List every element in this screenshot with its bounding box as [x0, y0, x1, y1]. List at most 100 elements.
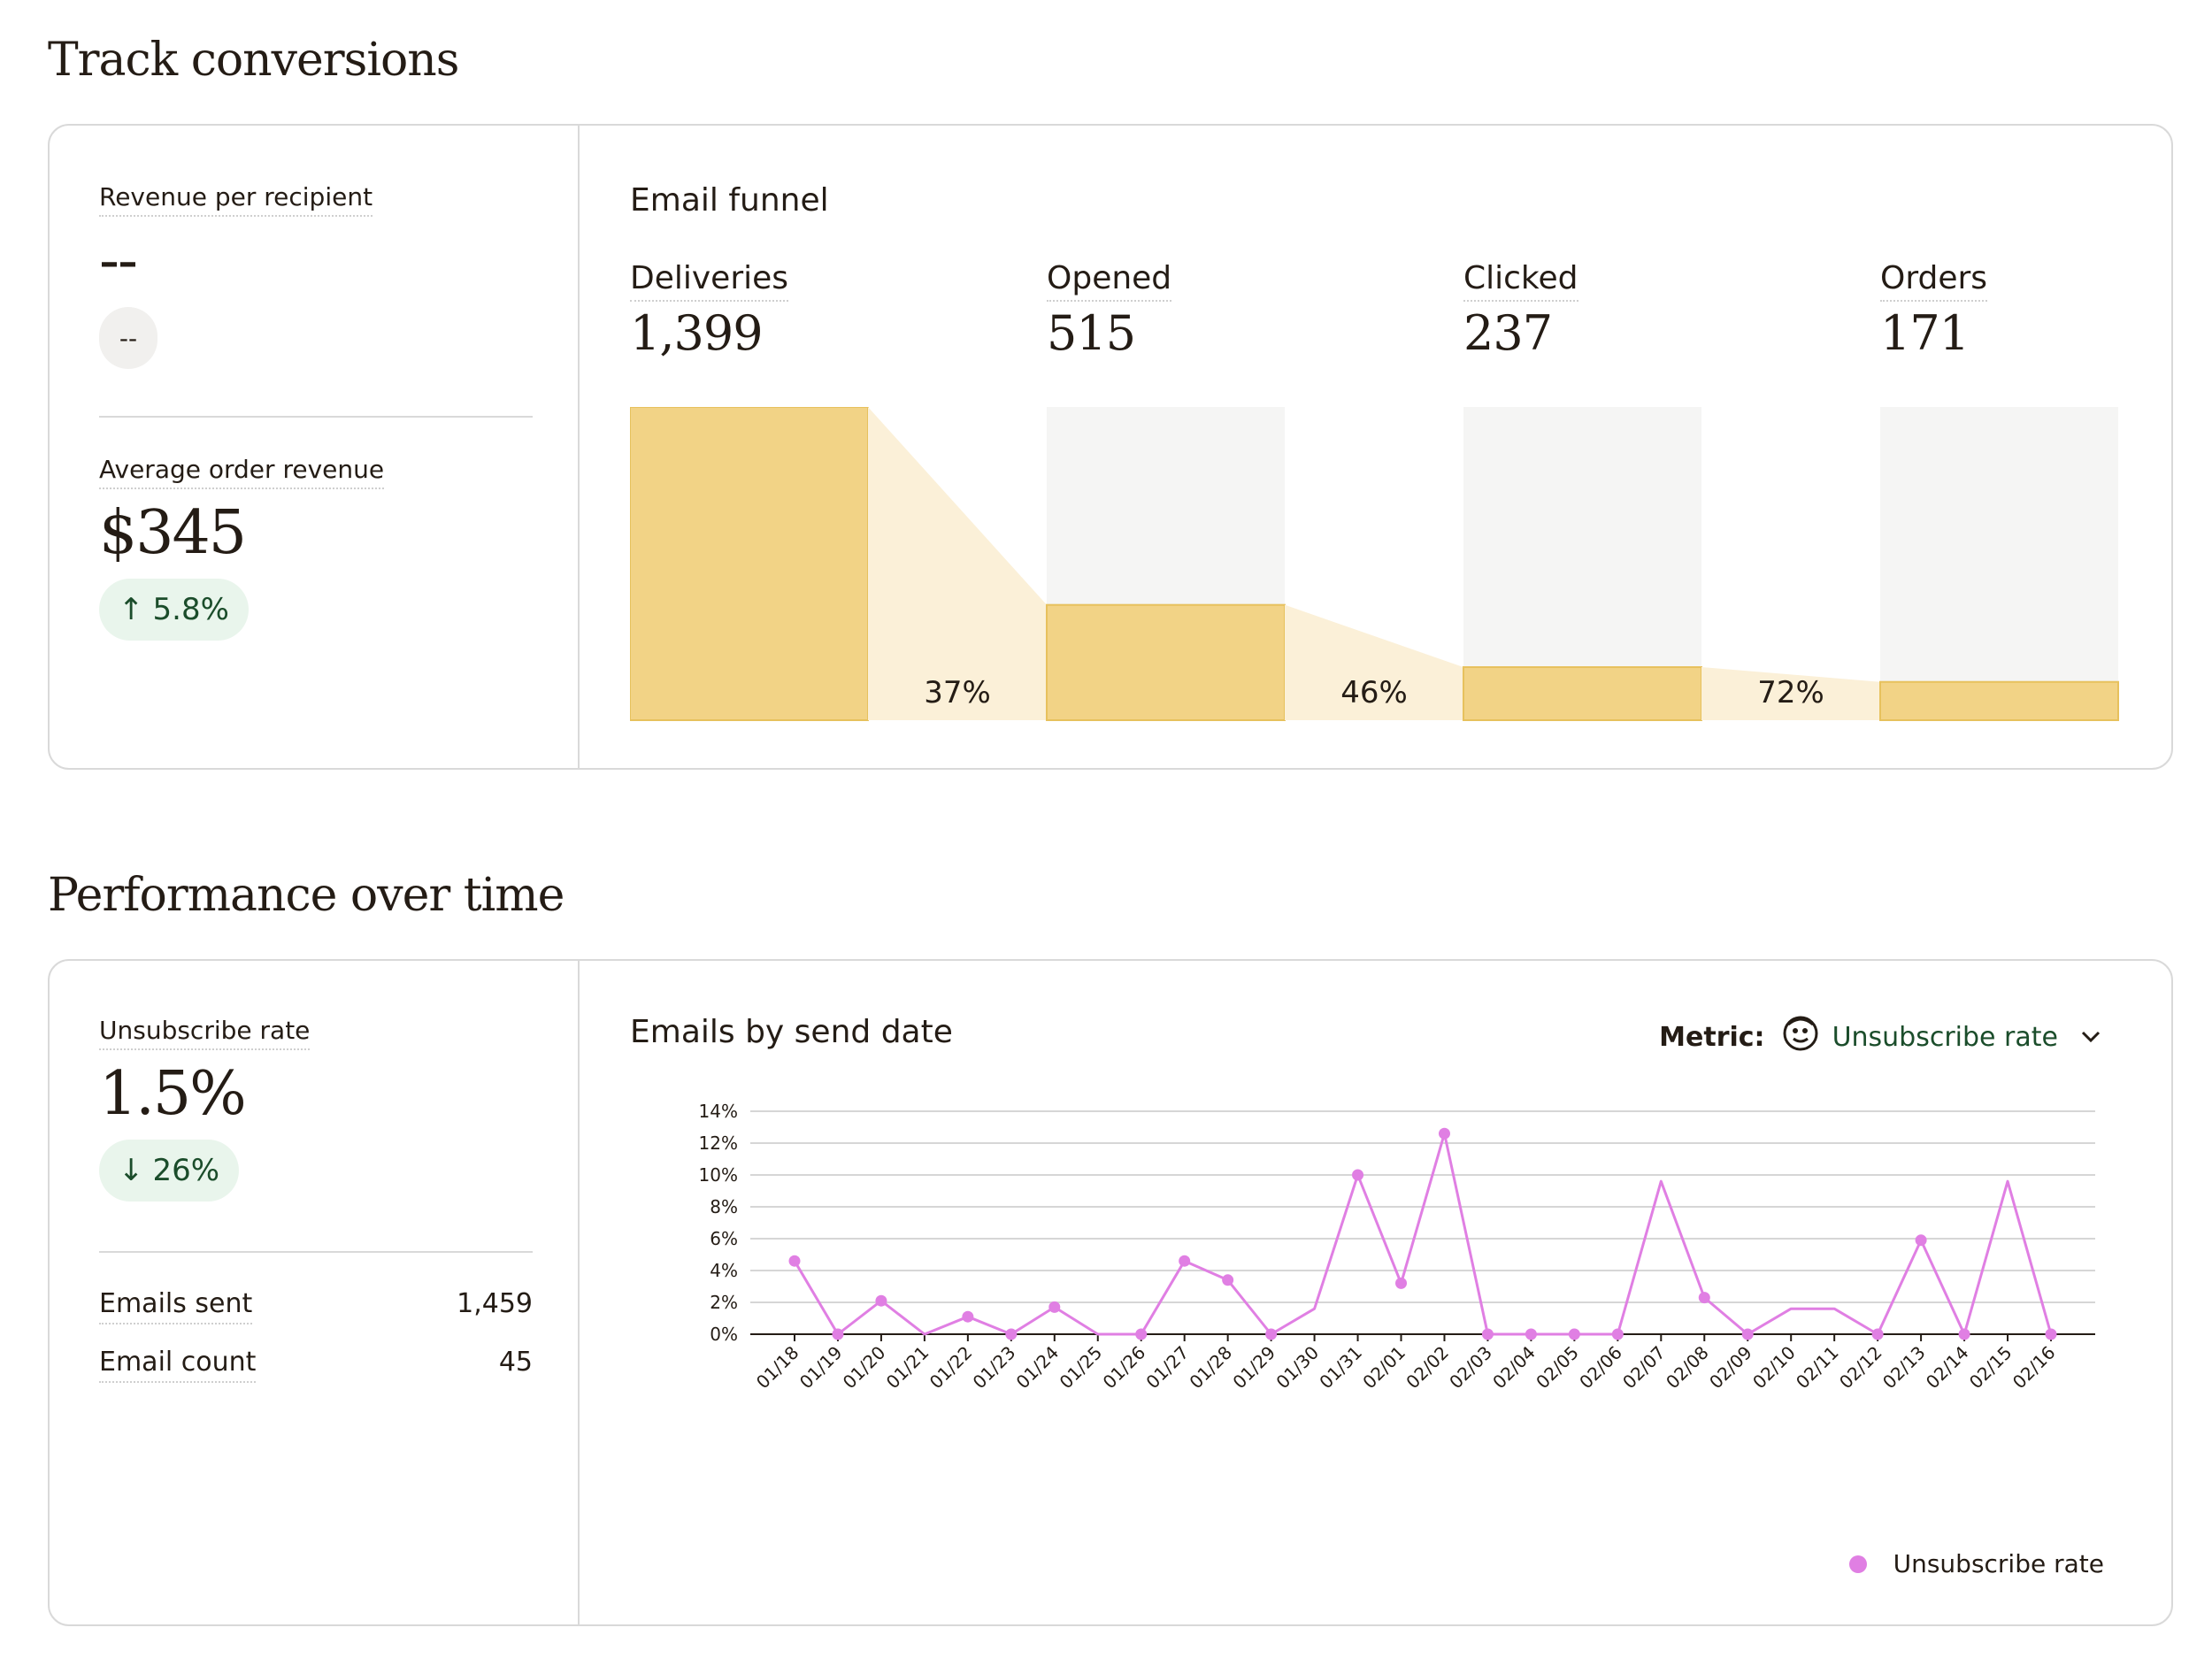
funnel-bar — [1046, 603, 1286, 721]
funnel-stage-value: 237 — [1463, 305, 1553, 361]
y-tick-label: 4% — [710, 1260, 738, 1281]
x-tick-label: 01/30 — [1271, 1342, 1323, 1393]
arrow-up-icon: ↑ — [119, 592, 144, 627]
data-point — [1005, 1328, 1018, 1340]
data-point — [1481, 1328, 1494, 1340]
x-tick-label: 02/05 — [1532, 1342, 1583, 1393]
revenue-per-recipient-change: -- — [99, 307, 157, 369]
x-tick-label: 01/19 — [795, 1342, 847, 1393]
emails-sent-value: 1,459 — [457, 1288, 533, 1319]
email-count-label[interactable]: Email count — [99, 1347, 257, 1383]
unsubscribe-rate-change-badge: ↓ 26% — [99, 1140, 240, 1202]
email-funnel-title: Email funnel — [630, 182, 829, 219]
data-point — [1958, 1328, 1970, 1340]
chevron-down-icon — [2081, 1031, 2101, 1043]
x-tick-label: 02/11 — [1792, 1342, 1843, 1393]
funnel-stage-orders: Orders 171 — [1880, 260, 1988, 361]
x-tick-label: 01/20 — [839, 1342, 890, 1393]
data-point — [1871, 1328, 1884, 1340]
x-tick-label: 02/10 — [1748, 1342, 1800, 1393]
x-tick-label: 02/08 — [1662, 1342, 1713, 1393]
emails-sent-label[interactable]: Emails sent — [99, 1288, 253, 1324]
data-point — [1438, 1127, 1450, 1140]
email-funnel-chart: 37% 46% 72% — [630, 407, 2119, 722]
x-tick-label: 02/12 — [1835, 1342, 1886, 1393]
data-point — [788, 1255, 801, 1267]
funnel-bar — [1879, 680, 2119, 722]
data-point — [1741, 1328, 1754, 1340]
funnel-stage-deliveries: Deliveries 1,399 — [630, 260, 789, 361]
x-tick-label: 02/02 — [1402, 1342, 1453, 1393]
unsubscribe-rate-value: 1.5% — [99, 1059, 247, 1129]
x-tick-label: 01/23 — [969, 1342, 1020, 1393]
funnel-stage-opened: Opened 515 — [1047, 260, 1172, 361]
data-point — [962, 1310, 974, 1323]
emails-by-send-date-chart: 0%2%4%6%8%10%12%14%01/1801/1901/2001/210… — [699, 1101, 2095, 1393]
funnel-stage-value: 171 — [1880, 305, 1970, 361]
funnel-connector — [1285, 604, 1463, 720]
x-tick-label: 02/09 — [1705, 1342, 1756, 1393]
x-tick-label: 02/13 — [1878, 1342, 1930, 1393]
arrow-down-icon: ↓ — [119, 1153, 144, 1188]
y-tick-label: 6% — [710, 1228, 738, 1249]
track-conversions-title: Track conversions — [48, 34, 459, 87]
email-count-row: Email count 45 — [99, 1347, 533, 1383]
funnel-stage-label[interactable]: Clicked — [1463, 260, 1578, 302]
funnel-stage-label[interactable]: Orders — [1880, 260, 1988, 302]
data-point — [1265, 1328, 1278, 1340]
data-point — [1698, 1292, 1710, 1304]
data-point — [832, 1328, 844, 1340]
conversions-card: Revenue per recipient -- -- Average orde… — [48, 124, 2173, 770]
data-point — [1611, 1328, 1624, 1340]
metric-value: Unsubscribe rate — [1832, 1021, 2058, 1053]
funnel-stage-label[interactable]: Opened — [1047, 260, 1172, 302]
metric-divider — [99, 416, 533, 418]
average-order-revenue-metric: Average order revenue $345 ↑ 5.8% — [99, 455, 533, 641]
data-point — [875, 1294, 887, 1307]
revenue-per-recipient-metric: Revenue per recipient -- -- — [99, 182, 533, 369]
chart-legend[interactable]: Unsubscribe rate — [1848, 1549, 2104, 1578]
data-point — [1048, 1301, 1061, 1313]
emails-by-send-date-title: Emails by send date — [630, 1014, 953, 1050]
unsubscribe-rate-metric: Unsubscribe rate 1.5% ↓ 26% — [99, 1016, 533, 1202]
x-tick-label: 02/16 — [2008, 1342, 2060, 1393]
revenue-per-recipient-value: -- — [99, 226, 138, 296]
data-point — [1222, 1274, 1234, 1286]
x-tick-label: 01/24 — [1012, 1342, 1064, 1393]
funnel-conversion-rate: 72% — [1757, 675, 1824, 710]
funnel-conversion-rate: 46% — [1340, 675, 1408, 710]
unsubscribe-rate-label[interactable]: Unsubscribe rate — [99, 1016, 311, 1050]
funnel-stage-label[interactable]: Deliveries — [630, 260, 789, 302]
x-tick-label: 01/27 — [1141, 1342, 1193, 1393]
y-tick-label: 2% — [710, 1292, 738, 1313]
revenue-per-recipient-label[interactable]: Revenue per recipient — [99, 182, 373, 217]
x-tick-label: 01/29 — [1228, 1342, 1279, 1393]
metric-select[interactable]: Metric: Unsubscribe rate — [1659, 1014, 2104, 1060]
x-tick-label: 01/26 — [1099, 1342, 1150, 1393]
x-tick-label: 02/15 — [1965, 1342, 2016, 1393]
x-tick-label: 01/28 — [1185, 1342, 1236, 1393]
funnel-bar — [630, 407, 869, 721]
x-tick-label: 02/07 — [1618, 1342, 1670, 1393]
funnel-conversion-rate: 37% — [924, 675, 991, 710]
emails-sent-row: Emails sent 1,459 — [99, 1288, 533, 1324]
x-tick-label: 02/01 — [1358, 1342, 1409, 1393]
data-point — [1135, 1328, 1148, 1340]
metric-label: Metric: — [1659, 1021, 1765, 1053]
funnel-stage-clicked: Clicked 237 — [1463, 260, 1578, 361]
data-point — [1525, 1328, 1537, 1340]
funnel-stage-value: 1,399 — [630, 305, 764, 361]
y-tick-label: 14% — [699, 1101, 738, 1122]
funnel-stage-value: 515 — [1047, 305, 1136, 361]
funnel-connector — [868, 407, 1047, 720]
x-tick-label: 02/06 — [1575, 1342, 1626, 1393]
data-point — [1915, 1234, 1927, 1247]
performance-over-time-title: Performance over time — [48, 869, 565, 922]
data-point — [1179, 1255, 1191, 1267]
mailchimp-logo-icon — [1781, 1014, 1820, 1060]
average-order-revenue-value: $345 — [99, 498, 247, 568]
y-tick-label: 12% — [699, 1132, 738, 1154]
x-tick-label: 01/18 — [752, 1342, 803, 1393]
average-order-revenue-label[interactable]: Average order revenue — [99, 455, 385, 489]
x-tick-label: 01/21 — [882, 1342, 933, 1393]
